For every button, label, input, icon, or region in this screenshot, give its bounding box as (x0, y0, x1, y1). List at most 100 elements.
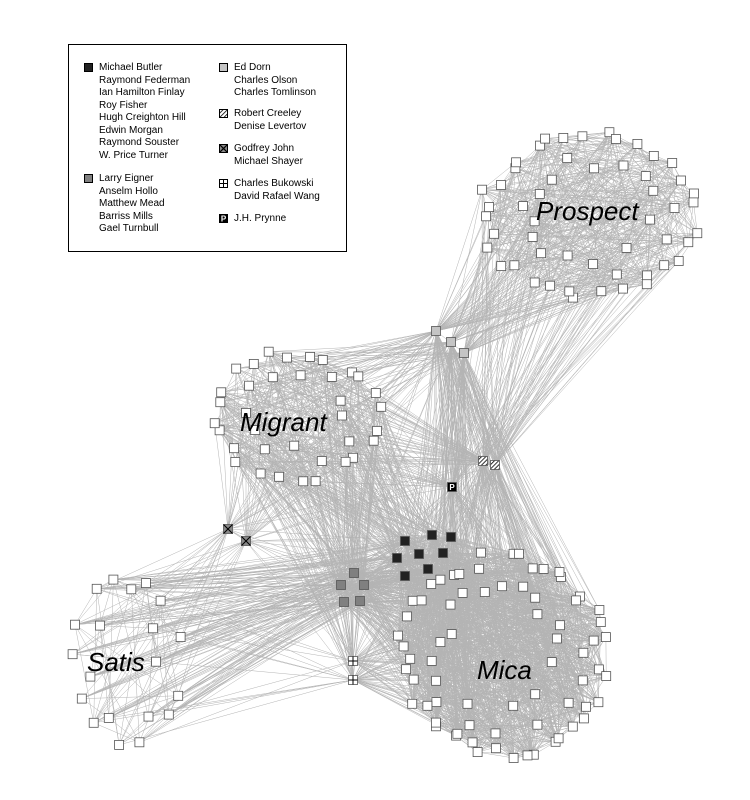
network-edge (482, 460, 538, 725)
network-edge (467, 464, 496, 704)
node-prospect (618, 283, 628, 294)
node-migrant (229, 443, 240, 454)
network-edge (450, 464, 496, 605)
network-edge (693, 202, 698, 234)
network-edge (435, 219, 651, 332)
network-edge (227, 486, 453, 530)
network-edge (359, 600, 607, 677)
network-edge (352, 430, 378, 681)
network-edge (343, 330, 437, 603)
network-edge (168, 601, 345, 715)
network-edge (451, 247, 488, 488)
network-edge (245, 412, 361, 602)
network-edge (245, 540, 365, 586)
network-edge (353, 341, 452, 574)
network-edge (403, 464, 496, 647)
network-edge (219, 430, 420, 555)
network-edge (482, 253, 542, 462)
network-edge (457, 733, 514, 759)
node-migrant (344, 436, 355, 447)
node-mica (577, 675, 588, 686)
network-edge (227, 481, 304, 530)
network-edge (352, 679, 514, 707)
network-edge (352, 574, 455, 681)
network-edge (435, 165, 624, 332)
network-edge (572, 652, 584, 727)
node-prospect (527, 231, 538, 242)
network-edge (397, 486, 453, 636)
node-prospect (540, 133, 550, 144)
node-mica (552, 633, 562, 644)
network-edge (72, 653, 354, 681)
node-mica (405, 653, 416, 664)
node-migrant (370, 388, 381, 398)
network-edge (427, 460, 484, 570)
network-edge (93, 722, 140, 743)
network-edge (235, 461, 361, 602)
legend-name: W. Price Turner (99, 149, 168, 161)
network-edge (463, 132, 610, 354)
network-edge (260, 473, 354, 662)
network-edge (494, 260, 679, 466)
network-edge (431, 534, 574, 727)
network-edge (160, 600, 345, 603)
network-edge (435, 190, 654, 332)
network-edge (352, 457, 398, 559)
network-edge (341, 415, 355, 574)
node-mica (497, 581, 507, 592)
node-prospect (642, 270, 652, 281)
network-edge (477, 460, 484, 753)
legend-names: Larry Eigner Anselm Hollo Matthew Mead B… (99, 173, 165, 236)
network-edge (352, 660, 599, 670)
network-edge (494, 464, 561, 626)
network-edge (352, 592, 463, 681)
node-prospect (482, 242, 493, 253)
node-prospect (621, 242, 632, 253)
network-edge (119, 679, 354, 746)
node-mica (452, 728, 463, 739)
node-prospect (534, 189, 545, 199)
node-satis (76, 693, 87, 704)
network-edge (99, 600, 361, 626)
network-edge (482, 242, 689, 462)
network-edge (455, 464, 496, 736)
network-edge (653, 190, 679, 262)
network-edge (236, 368, 453, 488)
network-edge (219, 376, 332, 431)
node-migrant (282, 352, 292, 363)
grid-square-icon (219, 179, 228, 188)
node-prospect (562, 250, 573, 261)
network-edge (245, 330, 437, 542)
node-mica (532, 609, 543, 620)
network-edge (376, 430, 484, 462)
network-edge (451, 352, 465, 488)
node-darkgray (336, 580, 346, 590)
network-edge (592, 143, 638, 265)
network-edge (315, 481, 354, 681)
node-migrant (326, 371, 337, 382)
network-edge (152, 628, 170, 715)
network-edge (268, 351, 354, 662)
node-prospect (640, 171, 651, 182)
network-edge (96, 588, 354, 662)
network-edge (451, 158, 568, 488)
network-edge (227, 377, 274, 530)
network-edge (493, 168, 595, 235)
network-edge (518, 553, 560, 573)
network-edge (494, 155, 655, 466)
network-edge (451, 486, 482, 553)
node-mica (454, 569, 465, 579)
network-edge (451, 265, 515, 488)
network-edge (152, 628, 354, 681)
node-prospect (669, 202, 680, 213)
node-prospect (588, 259, 598, 270)
node-mica (546, 657, 557, 667)
network-edge (352, 552, 444, 681)
network-edge (375, 341, 452, 394)
legend-name: Charles Olson (234, 74, 298, 86)
node-mica (426, 656, 437, 666)
network-edge (494, 464, 533, 569)
node-hatched (478, 456, 488, 466)
node-mica (393, 630, 403, 641)
